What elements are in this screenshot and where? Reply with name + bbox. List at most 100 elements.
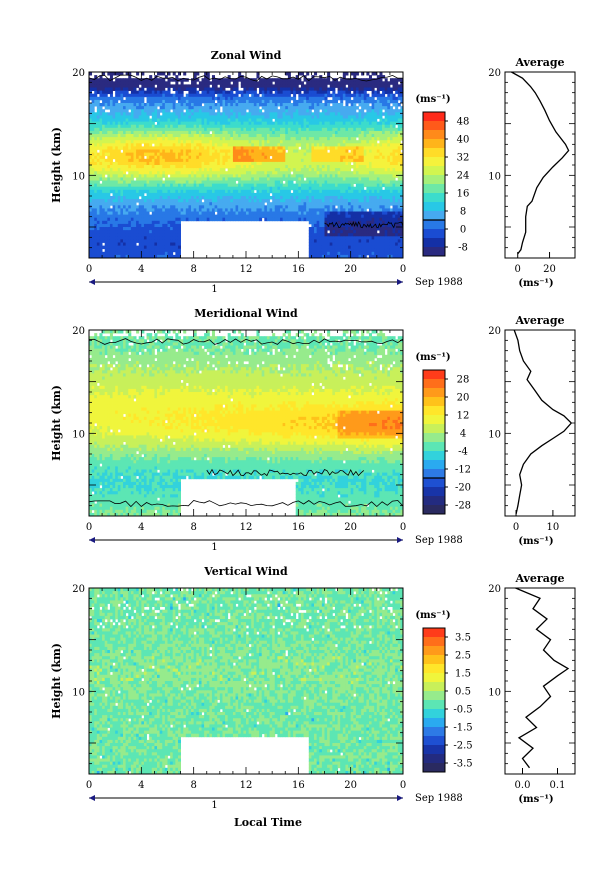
heatmap-cell [113,230,116,234]
heatmap-cell [270,168,273,172]
heatmap-cell [168,72,171,76]
heatmap-cell [170,208,173,212]
heatmap-cell [136,84,139,88]
heatmap-cell [123,174,126,178]
heatmap-cell [340,81,343,85]
heatmap-cell [212,174,215,178]
heatmap-cell [170,252,173,256]
heatmap-cell [102,103,105,107]
heatmap-cell [270,84,273,88]
heatmap-cell [319,252,322,256]
heatmap-cell [107,103,110,107]
heatmap-cell [94,205,97,209]
heatmap-cell [97,184,100,188]
heatmap-cell [207,115,210,119]
heatmap-cell [133,212,136,216]
heatmap-cell [97,249,100,253]
heatmap-cell [262,128,265,132]
heatmap-cell [131,125,134,129]
heatmap-cell [314,239,317,243]
heatmap-cell [212,115,215,119]
heatmap-cell [293,88,296,92]
heatmap-cell [118,106,121,110]
heatmap-cell [207,146,210,150]
heatmap-cell [317,143,320,147]
heatmap-cell [144,165,147,169]
heatmap-cell [335,106,338,110]
heatmap-cell [285,184,288,188]
heatmap-cell [147,168,150,172]
heatmap-cell [110,202,113,206]
heatmap-cell [194,97,197,101]
heatmap-cell [139,97,142,101]
heatmap-cell [165,184,168,188]
heatmap-cell [152,115,155,119]
heatmap-cell [147,215,150,219]
heatmap-cell [233,218,236,222]
heatmap-cell [154,131,157,135]
heatmap-cell [296,184,299,188]
heatmap-cell [144,143,147,147]
heatmap-cell [325,190,328,194]
heatmap-cell [319,143,322,147]
heatmap-cell [296,174,299,178]
heatmap-cell [215,81,218,85]
heatmap-cell [322,168,325,172]
heatmap-cell [272,177,275,181]
heatmap-cell [236,150,239,154]
heatmap-cell [105,125,108,129]
heatmap-cell [285,115,288,119]
heatmap-cell [105,187,108,191]
heatmap-cell [322,249,325,253]
heatmap-cell [154,181,157,185]
heatmap-cell [120,215,123,219]
heatmap-cell [175,146,178,150]
heatmap-cell [133,94,136,98]
heatmap-cell [319,153,322,157]
heatmap-cell [105,199,108,203]
heatmap-cell [188,159,191,163]
heatmap-cell [118,224,121,228]
heatmap-cell [249,88,252,92]
heatmap-cell [196,143,199,147]
heatmap-cell [123,218,126,222]
heatmap-cell [183,140,186,144]
heatmap-cell [123,239,126,243]
heatmap-cell [340,165,343,169]
heatmap-cell [238,212,241,216]
heatmap-cell [290,146,293,150]
heatmap-cell [330,125,333,129]
heatmap-cell [196,168,199,172]
heatmap-cell [243,168,246,172]
heatmap-cell [304,168,307,172]
heatmap-cell [285,100,288,104]
heatmap-cell [233,125,236,129]
heatmap-cell [168,177,171,181]
heatmap-cell [149,174,152,178]
heatmap-cell [160,187,163,191]
heatmap-cell [215,115,218,119]
heatmap-cell [309,187,312,191]
heatmap-cell [102,143,105,147]
heatmap-cell [139,199,142,203]
heatmap-cell [136,181,139,185]
heatmap-cell [343,202,346,206]
heatmap-cell [215,162,218,166]
heatmap-cell [175,122,178,126]
heatmap-cell [181,137,184,141]
heatmap-cell [306,131,309,135]
heatmap-cell [343,168,346,172]
heatmap-cell [170,196,173,200]
heatmap-cell [120,196,123,200]
heatmap-cell [110,224,113,228]
heatmap-cell [317,146,320,150]
heatmap-cell [251,202,254,206]
heatmap-cell [141,196,144,200]
heatmap-cell [293,78,296,82]
heatmap-cell [277,125,280,129]
heatmap-cell [327,128,330,132]
heatmap-cell [340,199,343,203]
heatmap-cell [173,128,176,132]
heatmap-cell [215,137,218,141]
heatmap-cell [340,140,343,144]
